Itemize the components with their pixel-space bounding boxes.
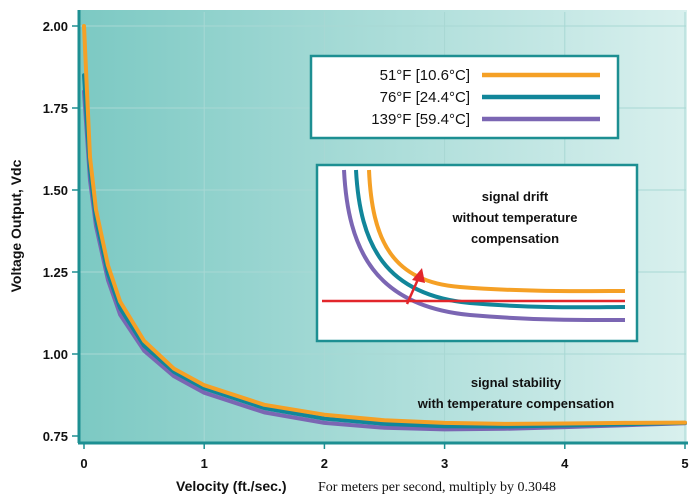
- y-tick-label: 2.00: [43, 19, 68, 34]
- x-axis-label: Velocity (ft./sec.): [176, 478, 286, 494]
- y-tick-label: 1.75: [43, 101, 68, 116]
- legend-label: 51°F [10.6°C]: [380, 67, 470, 84]
- stability-annotation-line1: signal stability: [471, 375, 562, 390]
- y-tick-label: 1.25: [43, 265, 68, 280]
- x-tick-label: 4: [561, 456, 569, 471]
- inset-curve: [342, 169, 626, 323]
- y-tick-label: 1.50: [43, 183, 68, 198]
- legend-label: 76°F [24.4°C]: [380, 89, 470, 106]
- drift-annotation-line2: without temperature: [452, 210, 578, 225]
- series-line: [82, 24, 687, 426]
- y-tick-label: 1.00: [43, 347, 68, 362]
- series-lines: [82, 24, 687, 432]
- x-tick-label: 3: [441, 456, 448, 471]
- y-tick-labels: 0.75 1.00 1.25 1.50 1.75 2.00: [43, 19, 79, 444]
- legend-label: 139°F [59.4°C]: [371, 111, 470, 128]
- x-tick-label: 5: [681, 456, 688, 471]
- legend: 51°F [10.6°C] 76°F [24.4°C] 139°F [59.4°C]: [309, 54, 620, 140]
- x-axis-note: For meters per second, multiply by 0.304…: [318, 480, 556, 495]
- inset-diagram: signal drift without temperature compens…: [315, 163, 639, 343]
- x-tick-label: 2: [321, 456, 328, 471]
- drift-arrow-head: [412, 268, 425, 283]
- x-tick-label: 1: [201, 456, 208, 471]
- drift-annotation-line1: signal drift: [482, 189, 549, 204]
- inset-curve: [354, 169, 626, 310]
- stability-annotation-line2: with temperature compensation: [417, 396, 615, 411]
- y-tick-label: 0.75: [43, 429, 68, 444]
- drift-annotation-line3: compensation: [471, 231, 559, 246]
- x-tick-labels: 0 1 2 3 4 5: [80, 443, 689, 471]
- drift-arrow-shaft: [405, 276, 421, 305]
- inset-curve: [367, 169, 626, 294]
- x-tick-label: 0: [80, 456, 87, 471]
- y-axis-label: Voltage Output, Vdc: [8, 159, 24, 292]
